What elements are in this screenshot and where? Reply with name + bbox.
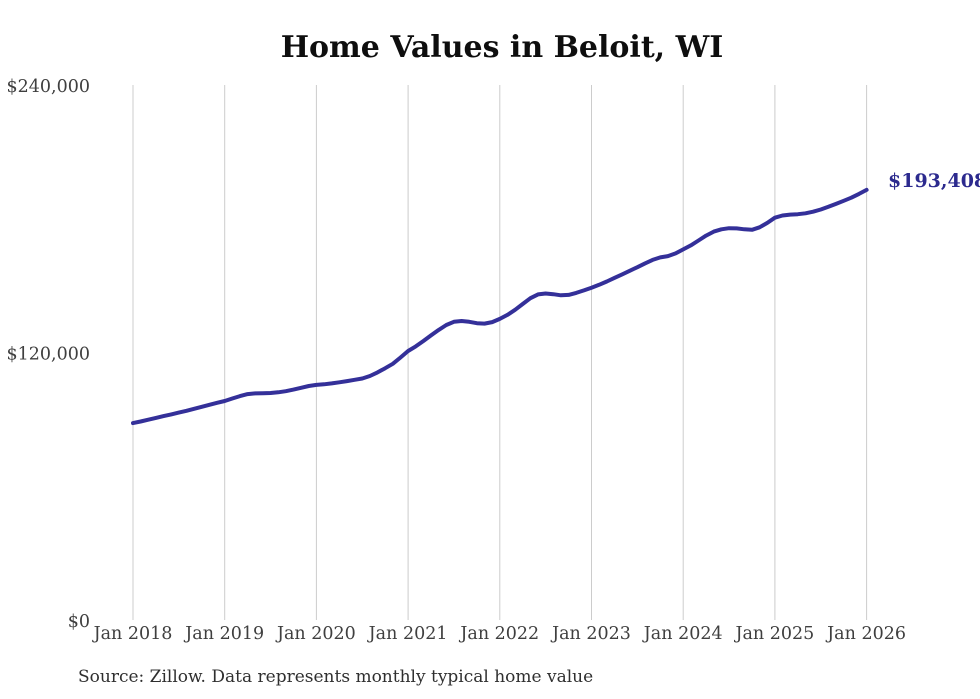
x-tick-label: Jan 2021 xyxy=(367,624,448,644)
home-value-line xyxy=(131,187,869,426)
x-tick-label: Jan 2024 xyxy=(642,624,723,644)
y-tick-label: $120,000 xyxy=(6,345,90,365)
y-tick-label: $240,000 xyxy=(6,77,90,97)
x-tick-label: Jan 2023 xyxy=(550,624,631,644)
x-tick-label: Jan 2022 xyxy=(458,624,539,644)
chart-title: Home Values in Beloit, WI xyxy=(280,30,724,65)
y-tick-label: $0 xyxy=(68,612,90,632)
source-note: Source: Zillow. Data represents monthly … xyxy=(78,667,594,687)
x-tick-label: Jan 2020 xyxy=(275,624,356,644)
x-tick-label: Jan 2025 xyxy=(733,624,814,644)
x-tick-label: Jan 2019 xyxy=(183,624,264,644)
x-tick-label: Jan 2018 xyxy=(92,624,173,644)
x-tick-label: Jan 2026 xyxy=(825,624,906,644)
latest-value-label: $193,408 xyxy=(888,170,980,192)
